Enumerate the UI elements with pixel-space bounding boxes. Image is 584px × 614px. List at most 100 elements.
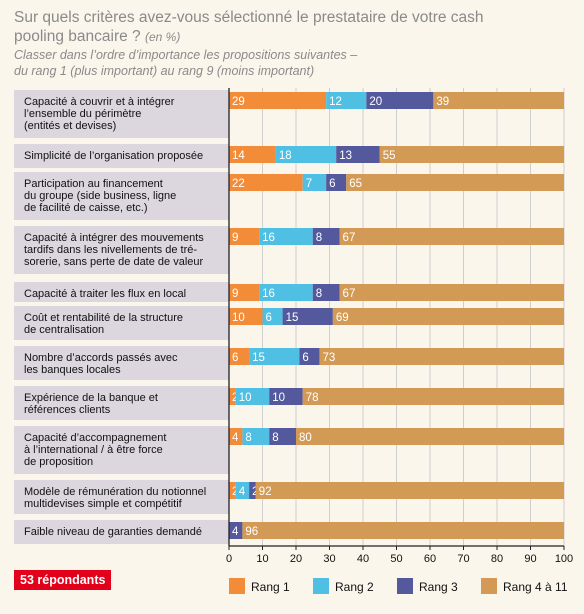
data-label: 78 xyxy=(306,392,319,404)
bar-segment xyxy=(229,174,303,191)
category-label-line: références clients xyxy=(24,404,111,416)
data-label: 29 xyxy=(232,96,245,108)
category-label-panel xyxy=(14,426,229,474)
data-label: 6 xyxy=(302,352,308,364)
category-label-line: Capacité à intégrer des mouvements xyxy=(24,232,204,244)
data-label: 2 xyxy=(232,486,238,498)
category-label-panel xyxy=(14,282,229,302)
data-label: 69 xyxy=(336,312,349,324)
data-label: 4 xyxy=(232,432,239,444)
category-label-panel xyxy=(14,172,229,220)
category-label-line: Expérience de la banque et xyxy=(24,392,158,404)
data-label: 10 xyxy=(232,312,245,324)
category-label-panel xyxy=(14,520,229,544)
bar-segment xyxy=(249,482,256,499)
category-label-line: Faible niveau de garanties demandé xyxy=(24,526,202,538)
bar-segment xyxy=(299,348,320,365)
data-label: 6 xyxy=(232,352,238,364)
bar-segment xyxy=(296,428,564,445)
data-label: 39 xyxy=(436,96,449,108)
category-label: Nombre d’accords passés avec les banques … xyxy=(24,352,178,376)
category-label-line: de centralisation xyxy=(24,324,104,336)
category-label-line: Capacité d’accompagnement xyxy=(24,432,166,444)
category-label-line: Capacité à couvrir et à intégrer xyxy=(24,96,175,108)
respondents-badge: 53 répondants xyxy=(14,570,112,590)
chart-title-unit: (en %) xyxy=(145,30,181,44)
legend-label: Rang 3 xyxy=(419,580,458,594)
data-label: 7 xyxy=(306,178,312,190)
bar-segment xyxy=(259,228,313,245)
data-label: 73 xyxy=(322,352,335,364)
category-label: Participation au financement du groupe (s… xyxy=(24,178,176,214)
category-label-line: sorerie, sans perte de date de valeur xyxy=(24,256,204,268)
data-label: 6 xyxy=(329,178,335,190)
category-label-line: de proposition xyxy=(24,456,93,468)
bar-segment xyxy=(302,388,564,405)
category-label: Capacité à couvrir et à intégrer l’ensemb… xyxy=(24,96,175,132)
category-label-panel xyxy=(14,346,229,380)
bar-segment xyxy=(312,228,340,245)
data-label: 67 xyxy=(343,232,356,244)
subtitle-line-2: du rang 1 (plus important) au rang 9 (mo… xyxy=(14,64,315,78)
data-label: 8 xyxy=(316,232,322,244)
legend-label: Rang 4 à 11 xyxy=(503,580,568,594)
data-label: 2 xyxy=(252,486,258,498)
bar-segment xyxy=(339,228,564,245)
bar-segment xyxy=(235,388,270,405)
category-label: Capacité d’accompagnement à l’internation… xyxy=(24,432,166,468)
data-label: 2 xyxy=(232,392,238,404)
bar-segment xyxy=(433,92,564,109)
bar-segment xyxy=(269,428,296,445)
bar-segment xyxy=(235,482,250,499)
data-label: 22 xyxy=(232,178,245,190)
bar-segment xyxy=(275,146,337,163)
category-label-line: de facilité de caisse, etc.) xyxy=(24,202,148,214)
bar-segment xyxy=(229,348,250,365)
bar-segment xyxy=(332,308,564,325)
bar-segment xyxy=(319,348,564,365)
x-tick-label: 20 xyxy=(290,553,302,565)
bar-segment xyxy=(346,174,564,191)
category-label-line: Capacité à traiter les flux en local xyxy=(24,288,186,300)
bar-segment xyxy=(229,146,276,163)
data-label: 80 xyxy=(299,432,312,444)
legend-label: Rang 1 xyxy=(251,580,290,594)
legend-swatch xyxy=(229,578,245,594)
data-label: 4 xyxy=(239,486,246,498)
category-label-line: les banques locales xyxy=(24,364,121,376)
legend-swatch xyxy=(397,578,413,594)
data-label: 67 xyxy=(343,288,356,300)
bar-segment xyxy=(242,428,270,445)
bar-segment xyxy=(326,92,367,109)
bar-segment xyxy=(302,174,327,191)
data-label: 18 xyxy=(279,150,292,162)
x-tick-label: 50 xyxy=(390,553,402,565)
data-label: 65 xyxy=(349,178,362,190)
chart-title-text: Sur quels critères avez-vous sélectionné… xyxy=(14,9,484,45)
bar-segment xyxy=(379,146,564,163)
category-label: Expérience de la banque et références cli… xyxy=(24,392,158,416)
bar-segment xyxy=(229,228,260,245)
data-label: 8 xyxy=(316,288,322,300)
data-label: 92 xyxy=(259,486,272,498)
category-label-panel xyxy=(14,306,229,340)
category-label: Simplicité de l’organisation proposée xyxy=(24,150,203,162)
data-label: 20 xyxy=(369,96,382,108)
chart-subtitle: Classer dans l’ordre d’importance les pr… xyxy=(14,47,534,79)
data-label: 14 xyxy=(232,150,245,162)
data-label: 15 xyxy=(286,312,299,324)
legend-swatch xyxy=(313,578,329,594)
data-label: 4 xyxy=(232,526,239,538)
data-label: 12 xyxy=(329,96,342,108)
x-tick-label: 90 xyxy=(524,553,536,565)
subtitle-line-1: Classer dans l’ordre d’importance les pr… xyxy=(14,48,358,62)
bar-segment xyxy=(229,388,236,405)
data-label: 96 xyxy=(245,526,258,538)
bar-segment xyxy=(229,92,327,109)
bar-segment xyxy=(229,522,243,539)
data-label: 9 xyxy=(232,288,238,300)
category-label: Capacité à traiter les flux en local xyxy=(24,288,186,300)
category-label-panel xyxy=(14,386,229,420)
bar-segment xyxy=(366,92,434,109)
data-label: 13 xyxy=(339,150,352,162)
